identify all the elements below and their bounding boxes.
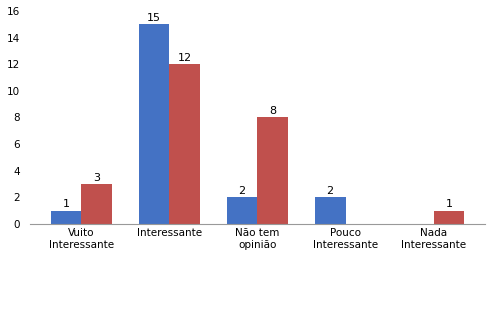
Text: 2: 2 — [327, 186, 334, 196]
Bar — [169, 64, 200, 224]
Text: 3: 3 — [93, 173, 100, 183]
Bar — [139, 24, 169, 224]
Text: 2: 2 — [239, 186, 246, 196]
Text: 8: 8 — [269, 106, 277, 116]
Bar — [227, 197, 257, 224]
Bar — [81, 184, 112, 224]
Bar — [257, 118, 288, 224]
Bar — [51, 211, 81, 224]
Text: 12: 12 — [178, 53, 192, 63]
Bar — [433, 211, 464, 224]
Text: 1: 1 — [62, 199, 69, 209]
Text: 1: 1 — [445, 199, 453, 209]
Text: 15: 15 — [147, 13, 161, 23]
Bar — [315, 197, 345, 224]
